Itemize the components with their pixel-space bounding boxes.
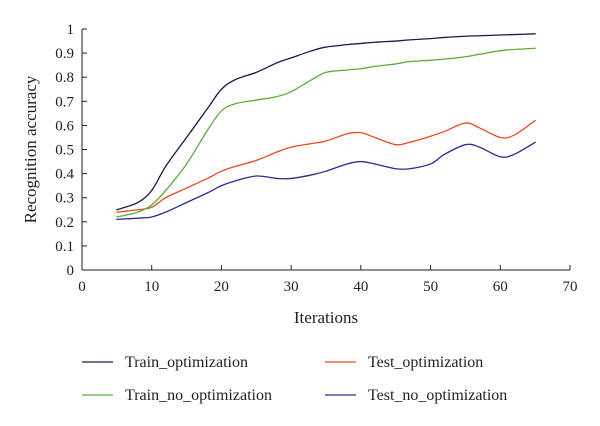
plot-area — [116, 33, 536, 221]
x-tick-label: 10 — [144, 279, 159, 295]
y-tick-label: 0.7 — [55, 94, 74, 110]
series-line-test-no-optimization — [116, 141, 536, 221]
legend-label-test-optimization: Test_optimization — [368, 354, 483, 371]
series-line-train-no-optimization — [116, 47, 536, 218]
x-tick-label: 50 — [423, 279, 438, 295]
y-tick-label: 0.3 — [55, 191, 74, 207]
x-tick-label: 0 — [78, 279, 86, 295]
y-tick-label: 1 — [67, 22, 75, 38]
y-tick-label: 0.4 — [55, 167, 74, 183]
y-tick-label: 0 — [67, 263, 75, 279]
y-tick-label: 0.6 — [55, 118, 74, 134]
series-line-train-optimization — [116, 33, 536, 211]
x-tick-label: 60 — [493, 279, 508, 295]
x-tick-label: 70 — [563, 279, 578, 295]
x-tick-label: 30 — [284, 279, 299, 295]
y-axis-label: Recognition accuracy — [21, 75, 40, 223]
y-tick-label: 0.5 — [55, 143, 74, 159]
y-axis-ticks: 0 0.1 0.2 0.3 0.4 0.5 0.6 0.7 0.8 0.9 1 — [55, 22, 87, 279]
chart-axes — [81, 29, 570, 271]
x-tick-label: 20 — [214, 279, 229, 295]
legend-label-test-no-optimization: Test_no_optimization — [368, 387, 507, 404]
legend-label-train-no-optimization: Train_no_optimization — [125, 387, 272, 404]
series-line-test-optimization — [116, 119, 536, 213]
y-tick-label: 0.2 — [55, 215, 74, 231]
legend: Train_optimization Test_optimization Train… — [82, 354, 507, 404]
x-axis-ticks: 0 10 20 30 40 50 60 70 — [78, 265, 578, 295]
y-tick-label: 0.9 — [55, 46, 74, 62]
x-axis-label: Iterations — [294, 308, 358, 327]
y-tick-label: 0.8 — [55, 70, 74, 86]
x-tick-label: 40 — [353, 279, 368, 295]
legend-label-train-optimization: Train_optimization — [125, 354, 248, 371]
y-tick-label: 0.1 — [55, 239, 74, 255]
